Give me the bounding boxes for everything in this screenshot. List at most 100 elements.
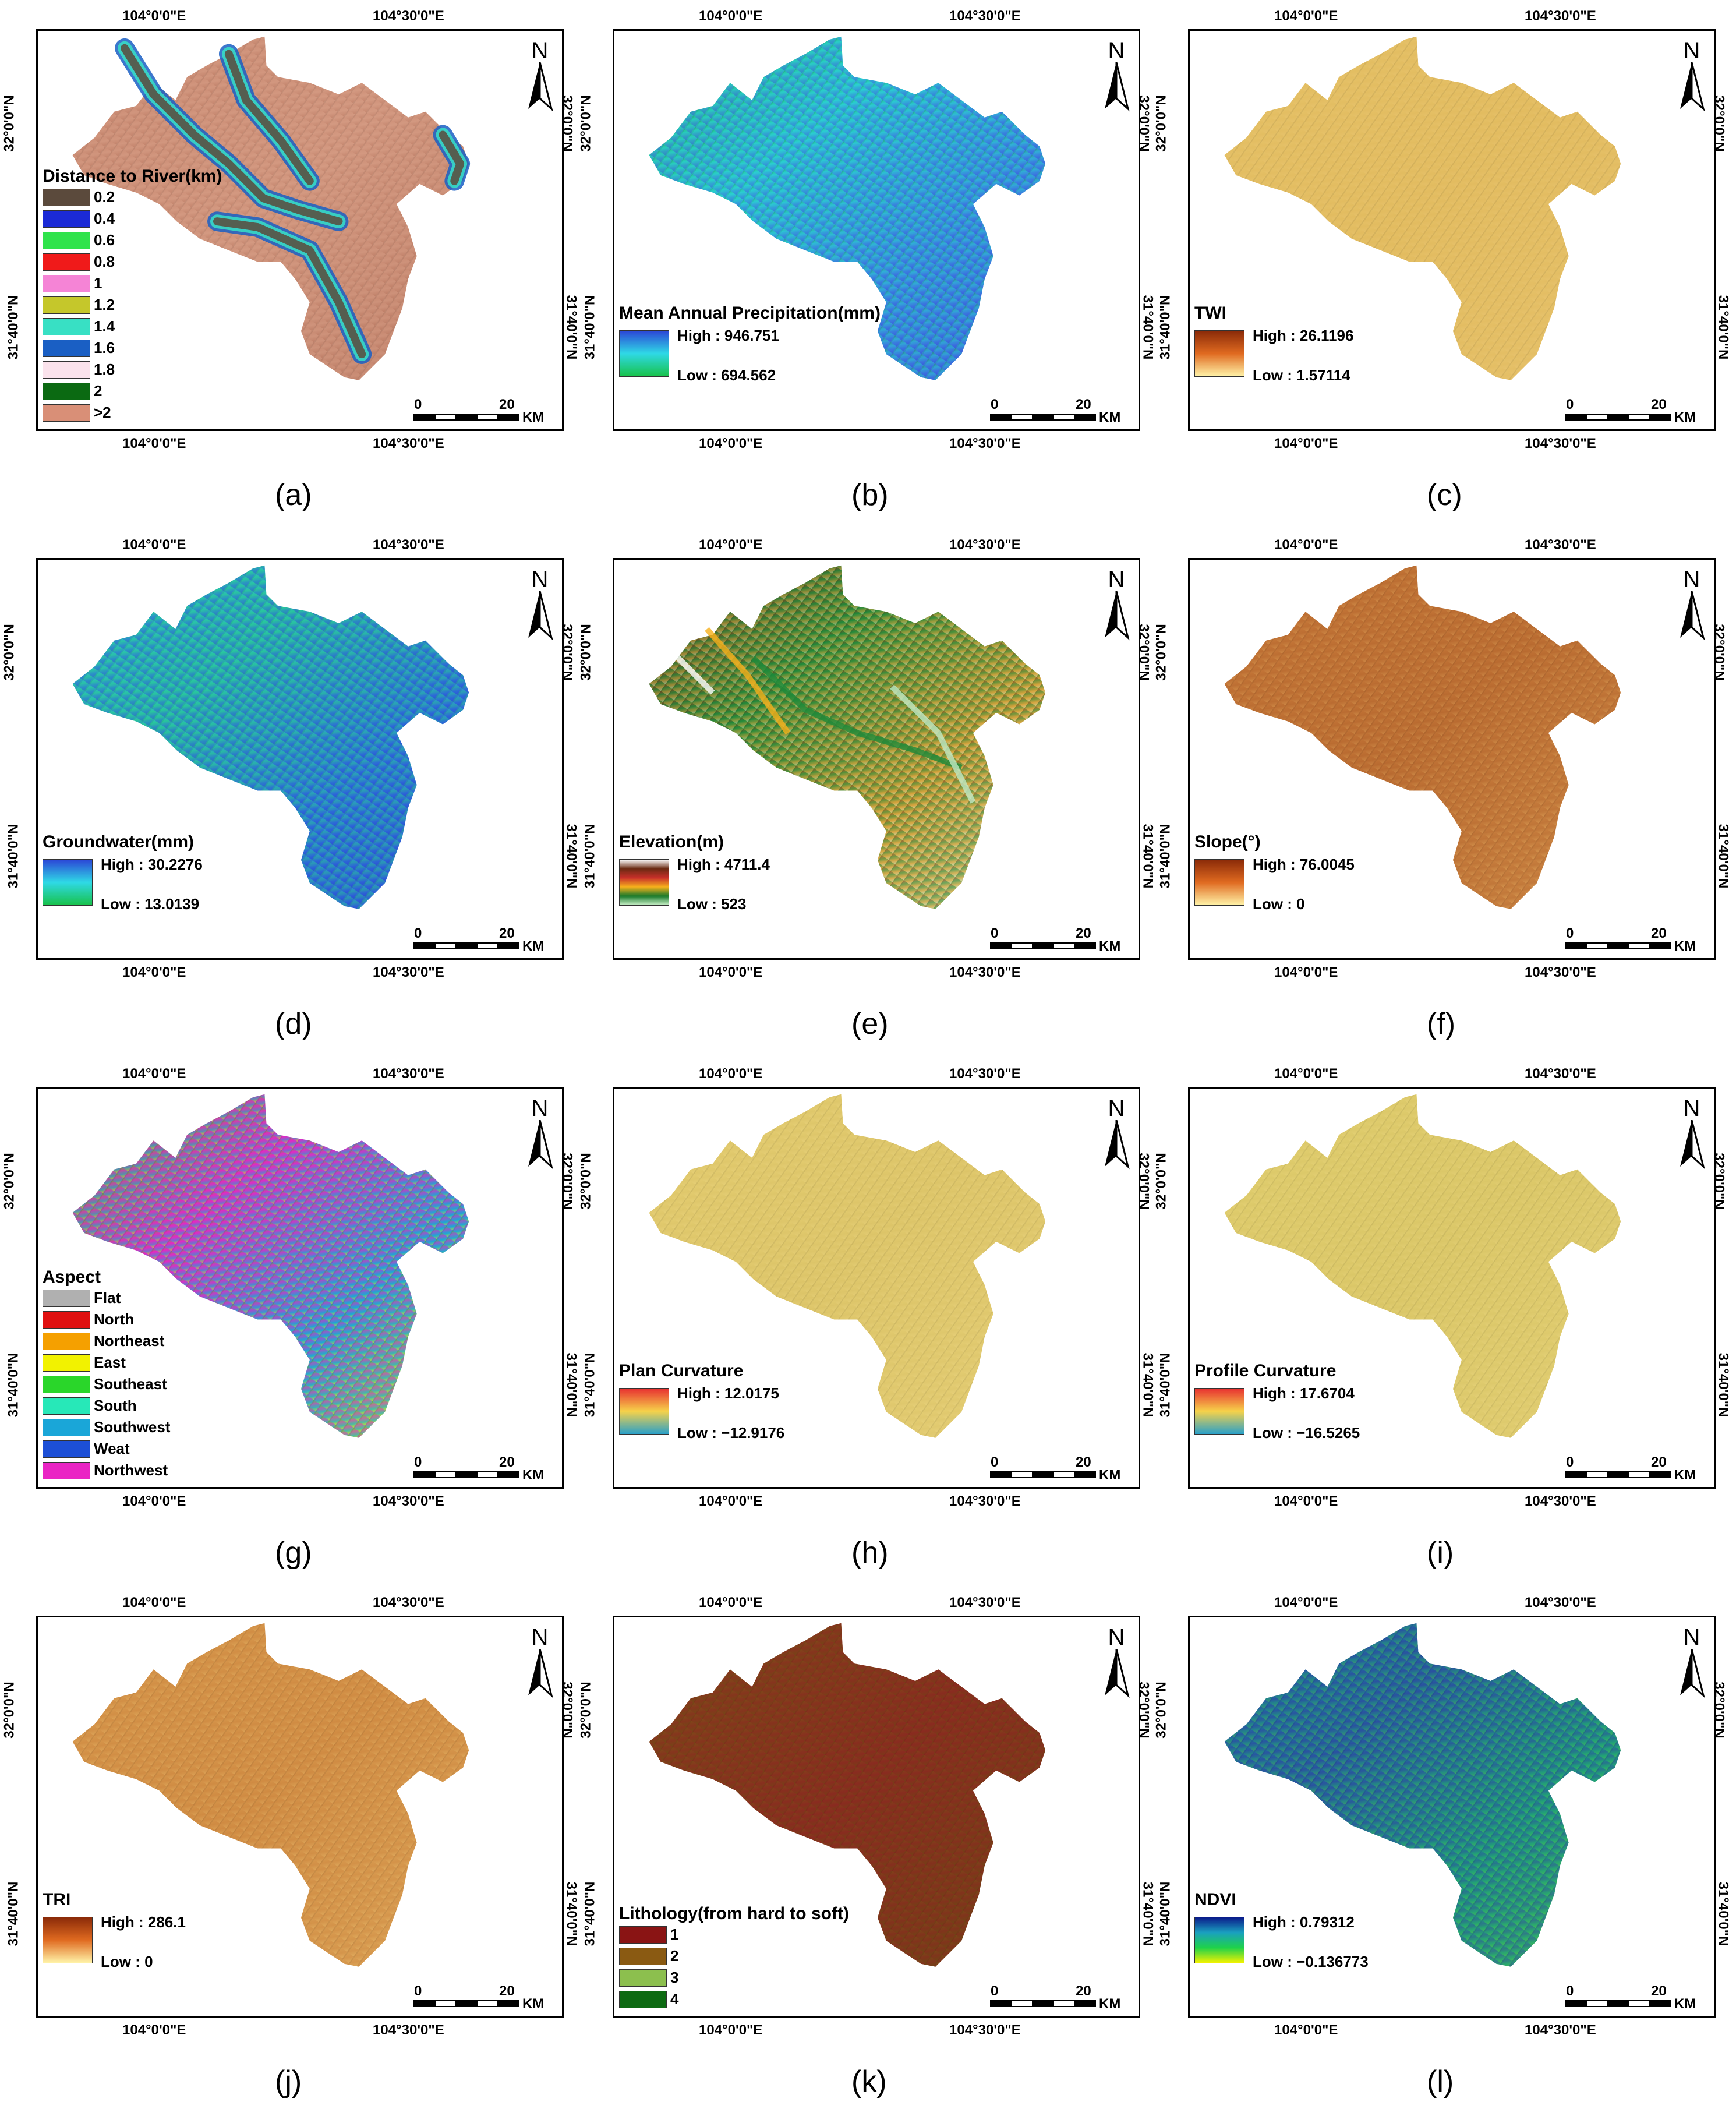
legend-low-value: Low : 1.57114 [1253,366,1350,384]
legend-item-label: Southeast [94,1375,167,1393]
legend-swatch [619,1926,667,1944]
latitude-label-left: 32°0'0"N [1,624,17,681]
longitude-label-bottom: 104°0'0"E [1274,1493,1338,1509]
map-legend: Plan Curvature High : 12.0175 Low : −12.91… [619,1361,784,1442]
longitude-label-bottom: 104°0'0"E [1274,2022,1338,2038]
latitude-label-right: 31°40'0"N [1715,1881,1731,1947]
legend-item: 1 [43,273,222,294]
north-letter: N [1683,38,1700,63]
scale-bar-graphic [413,2000,519,2007]
map-panel: 104°0'0"E 104°0'0"E 104°30'0"E 104°30'0"E 32… [578,529,1166,1041]
latitude-label-left: 32°0'0"N [578,1682,594,1739]
legend-swatch [619,1990,667,2008]
legend-item: 1.2 [43,294,222,316]
longitude-label-top: 104°0'0"E [699,8,763,24]
legend-low-value: Low : 523 [677,895,747,913]
legend-color-ramp [619,330,669,377]
legend-color-ramp [1194,1388,1244,1435]
legend-item-label: North [94,1310,135,1328]
scale-bar: 0 20 KM [989,1454,1129,1483]
legend-item: Northwest [43,1460,170,1481]
map-frame: N 0 20 KM Slope(°) High : 76.0045 Low : 0 [1188,558,1716,960]
study-area-map [649,565,1046,909]
panel-caption: (k) [851,2065,887,2099]
scale-label-zero: 0 [1566,1454,1574,1470]
legend-item-label: 1.2 [94,296,115,313]
scale-label-zero: 0 [414,925,422,941]
legend-item-label: 0.8 [94,253,115,270]
map-frame: N 0 20 KM TWI High : 26.1196 Low : 1.57114 [1188,29,1716,431]
latitude-label-left: 32°0'0"N [1,1153,17,1210]
legend-item: 1.8 [43,359,222,380]
north-letter: N [1683,1624,1700,1650]
scale-label-unit: KM [522,409,545,425]
legend-item-label: 2 [670,1947,679,1965]
north-arrow-icon [1105,1120,1130,1170]
legend-color-ramp [1194,859,1244,906]
map-panel: 104°0'0"E 104°0'0"E 104°30'0"E 104°30'0"E 32… [1154,0,1736,512]
legend-item-label: 1 [94,274,102,292]
map-legend: Slope(°) High : 76.0045 Low : 0 [1194,832,1355,913]
legend-swatch [43,1289,90,1307]
latitude-label-right: 31°40'0"N [563,1352,579,1418]
scale-bar: 0 20 KM [1565,1454,1705,1483]
latitude-label-left: 31°40'0"N [1157,824,1173,889]
legend-color-ramp [1194,1917,1244,1963]
legend-swatch [43,404,90,422]
longitude-label-top: 104°30'0"E [949,537,1021,553]
legend-item: 4 [619,1988,849,2010]
longitude-label-top: 104°30'0"E [373,1595,444,1610]
scale-bar-graphic [1565,942,1671,949]
legend-swatch [43,1461,90,1479]
north-letter: N [1683,1096,1700,1121]
latitude-label-right: 31°40'0"N [1140,824,1156,889]
study-area-map [649,1094,1046,1438]
latitude-label-left: 32°0'0"N [1153,1682,1169,1739]
legend-item: 3 [619,1967,849,1988]
longitude-label-top: 104°0'0"E [699,1595,763,1610]
legend-color-ramp [43,1917,93,1963]
north-arrow-icon [1105,1649,1130,1698]
legend-swatch [43,274,90,292]
legend-item: 2 [43,380,222,402]
scale-label-unit: KM [1099,938,1121,954]
panel-caption: (g) [275,1536,312,1570]
scale-label-twenty: 20 [499,1983,515,1999]
scale-label-twenty: 20 [1076,397,1091,412]
study-area-map [649,36,1046,380]
map-panel: 104°0'0"E 104°0'0"E 104°30'0"E 104°30'0"E 32… [578,1587,1166,2099]
map-legend: Mean Annual Precipitation(mm) High : 946.… [619,303,881,384]
legend-swatch [43,296,90,314]
legend-item: East [43,1352,170,1373]
longitude-label-top: 104°30'0"E [373,8,444,24]
panel-caption: (d) [275,1007,312,1041]
terrain-hillshade [649,1094,1046,1438]
legend-high-value: High : 26.1196 [1253,327,1354,344]
latitude-label-left: 31°40'0"N [5,824,22,889]
longitude-label-bottom: 104°30'0"E [949,1493,1021,1509]
scale-bar: 0 20 KM [413,397,553,425]
legend-item: 0.6 [43,229,222,251]
scale-label-unit: KM [1674,1996,1696,2012]
legend-item-label: Northwest [94,1461,168,1479]
latitude-label-left: 31°40'0"N [582,1881,598,1947]
legend-color-ramp [619,859,669,906]
legend-low-value: Low : 0 [1253,895,1305,913]
scale-bar-graphic [1565,1471,1671,1478]
latitude-label-left: 31°40'0"N [1157,1352,1173,1418]
scale-label-unit: KM [1674,938,1696,954]
scale-bar-graphic [990,414,1096,421]
scale-label-unit: KM [522,1996,545,2012]
longitude-label-bottom: 104°0'0"E [122,436,186,451]
north-letter: N [531,567,549,592]
scale-label-unit: KM [522,938,545,954]
valley-line [751,656,963,771]
map-frame: N 0 20 KM NDVI High : 0.79312 Low : −0.136773 [1188,1616,1716,2018]
north-arrow-icon [1680,62,1705,112]
legend-high-value: High : 946.751 [677,327,779,344]
north-arrow-icon [528,1649,553,1698]
longitude-label-bottom: 104°30'0"E [373,1493,444,1509]
longitude-label-top: 104°30'0"E [949,1595,1021,1610]
longitude-label-bottom: 104°30'0"E [949,436,1021,451]
valley-line [705,627,791,735]
